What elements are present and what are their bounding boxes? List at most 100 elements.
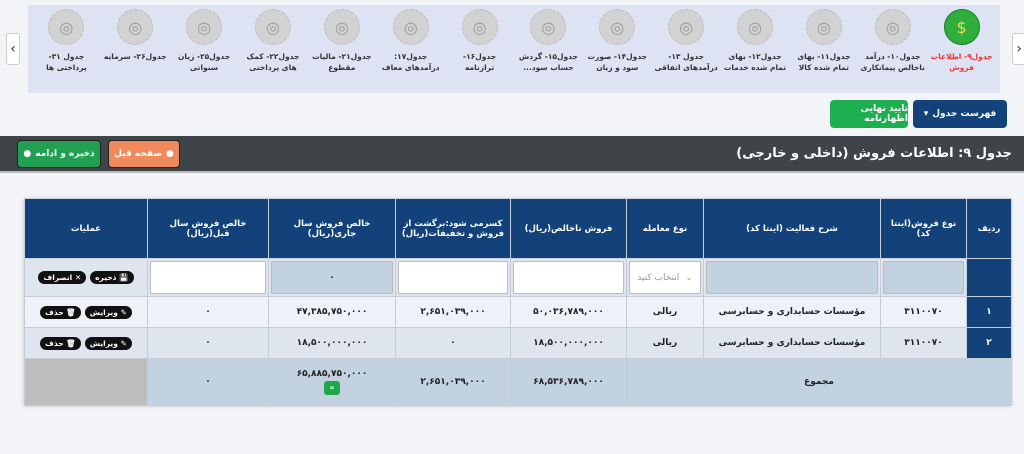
total-returns: ۲,۶۵۱,۰۳۹,۰۰۰ <box>395 358 511 406</box>
document-chart-icon: ◎ <box>874 9 911 45</box>
column-header: فروش ناخالص(ریال) <box>510 198 627 259</box>
cell-net: ۱۸,۵۰۰,۰۰۰,۰۰۰ <box>268 327 396 359</box>
cell-idx: ۱ <box>966 296 1012 328</box>
cell-gross: ۱۸,۵۰۰,۰۰۰,۰۰۰ <box>510 327 627 359</box>
total-gross: ۶۸,۵۳۶,۷۸۹,۰۰۰ <box>510 358 627 406</box>
chevron-down-icon: ⌄ <box>685 272 693 283</box>
table-list-dropdown[interactable]: فهرست جدول ▾ <box>913 100 1007 128</box>
chevron-double-up-icon[interactable]: » <box>324 381 340 395</box>
column-header: نوع معامله <box>626 198 704 259</box>
cell-desc: مؤسسات حسابداری و حسابرسی <box>703 327 881 359</box>
column-header: کسرمی شود:برگشت از فروش و تخفیفات(ریال) <box>395 198 511 259</box>
column-header: خالص فروش سال قبل(ریال) <box>147 198 269 259</box>
save-row-button[interactable]: 💾 ذخیره <box>90 271 134 284</box>
total-row: مجموع ۶۸,۵۳۶,۷۸۹,۰۰۰ ۲,۶۵۱,۰۳۹,۰۰۰ ۶۵,۸۸… <box>24 358 1012 406</box>
cancel-label: انصراف <box>43 273 73 282</box>
nav-item-label: جدول۱۶- ترازنامه <box>462 52 497 72</box>
sale-code-field <box>883 261 964 294</box>
nav-item-10[interactable]: ◎ جدول۲۱- مالیات مقطوع <box>307 5 376 93</box>
previous-net-input[interactable] <box>150 261 266 294</box>
nav-item-7[interactable]: ◎ جدول۱۵- گردش حساب سود... <box>514 5 583 93</box>
nav-item-label: جدول۱۵- گردش حساب سود... <box>518 52 578 72</box>
cell-code: ۳۱۱۰۰۷۰ <box>880 296 967 328</box>
cancel-row-button[interactable]: ✕ انصراف <box>38 271 87 284</box>
edit-label: ویرایش <box>89 338 118 348</box>
cell-gross: ۵۰,۰۳۶,۷۸۹,۰۰۰ <box>510 296 627 328</box>
nav-item-2[interactable]: ◎ جدول۱۰- درآمد ناخالص پیمانکاری <box>858 5 927 93</box>
loss-chart-icon: ◎ <box>186 9 223 45</box>
previous-page-button[interactable]: ● صفحه قبل <box>108 140 180 168</box>
nav-item-label: جدول۲۶- سرمایه <box>103 52 167 61</box>
nav-item-label: جدول۱۴- صورت سود و زیان <box>587 52 648 72</box>
payments-icon: ◎ <box>48 9 85 45</box>
sales-table-panel: ردیف نوع فروش(اینتا کد) شرح فعالیت (اینتا … <box>24 198 1012 406</box>
table-list-label: فهرست جدول <box>932 109 997 119</box>
current-net-field: ۰ <box>271 261 393 294</box>
nav-item-label: جدول۲۱- مالیات مقطوع <box>312 52 372 72</box>
nav-item-13[interactable]: ◎ جدول۲۶- سرمایه <box>101 5 170 93</box>
growth-money-icon: ◎ <box>392 9 429 45</box>
sales-table: ردیف نوع فروش(اینتا کد) شرح فعالیت (اینتا … <box>24 198 1012 406</box>
seller-icon: $ <box>943 9 980 45</box>
nav-item-8[interactable]: ◎ جدول۱۶- ترازنامه <box>445 5 514 93</box>
save-continue-button[interactable]: ذخیره و ادامه ● <box>17 140 101 168</box>
transaction-type-select[interactable]: ⌄ انتخاب کنید <box>629 261 701 294</box>
scroll-right-button[interactable]: › <box>1012 33 1024 65</box>
cell-returns: ۲,۶۵۱,۰۳۹,۰۰۰ <box>395 296 511 328</box>
money-award-icon: ◎ <box>254 9 291 45</box>
scroll-left-button[interactable]: ‹ <box>6 33 20 65</box>
new-row-form: ⌄ انتخاب کنید ۰ 💾 ذخیره✕ انصراف <box>24 258 1012 297</box>
edit-button[interactable]: ✎ ویرایش <box>84 305 132 319</box>
cell-type: ریالی <box>626 296 704 328</box>
total-prev: ۰ <box>147 358 269 406</box>
select-placeholder: انتخاب کنید <box>637 272 680 283</box>
cell-net: ۴۷,۳۸۵,۷۵۰,۰۰۰ <box>268 296 396 328</box>
column-header: نوع فروش(اینتا کد) <box>880 198 967 259</box>
bank-flow-icon: ◎ <box>530 9 567 45</box>
cell-idx: ۲ <box>966 327 1012 359</box>
building-hand-icon: ◎ <box>736 9 773 45</box>
cell-code: ۳۱۱۰۰۷۰ <box>880 327 967 359</box>
table-navigation-strip: $ جدول۹- اطلاعات فروش ◎ جدول۱۰- درآمد ناخال… <box>28 5 1000 93</box>
nav-item-5[interactable]: ◎ جدول ۱۳- درآمدهای اتفاقی <box>652 5 721 93</box>
nav-item-label: جدول ۱۳- درآمدهای اتفاقی <box>654 52 718 72</box>
page-title: جدول ۹: اطلاعات فروش (داخلی و خارجی) <box>736 146 1012 161</box>
nav-item-14[interactable]: ◎ جدول ۳۱- پرداختی ها <box>32 5 101 93</box>
arrow-left-circle-icon: ● <box>23 149 32 159</box>
save-continue-label: ذخیره و ادامه <box>35 149 95 159</box>
confirm-declaration-button[interactable]: تایید نهایی اظهارنامه <box>830 100 908 128</box>
nav-item-11[interactable]: ◎ جدول۲۲- کمک های پرداختی <box>239 5 308 93</box>
returns-input[interactable] <box>398 261 508 294</box>
nav-item-3[interactable]: ◎ جدول۱۱- بهای تمام شده کالا <box>789 5 858 93</box>
edit-label: ویرایش <box>89 307 118 317</box>
table-row: ۲ ۳۱۱۰۰۷۰ مؤسسات حسابداری و حسابرسی ریالی ۱۸… <box>24 327 1012 359</box>
nav-item-label: جدول۱۲- بهای تمام شده خدمات <box>723 52 787 72</box>
delete-button[interactable]: 🗑 حذف <box>40 336 81 350</box>
cell-prev: ۰ <box>147 296 269 328</box>
edit-button[interactable]: ✎ ویرایش <box>84 336 132 350</box>
gross-sales-input[interactable] <box>513 261 624 294</box>
caret-down-icon: ▾ <box>923 109 929 119</box>
balance-sheet-icon: ◎ <box>461 9 498 45</box>
nav-item-1[interactable]: $ جدول۹- اطلاعات فروش <box>927 5 996 93</box>
delete-button[interactable]: 🗑 حذف <box>40 305 81 319</box>
nav-item-9[interactable]: ◎ جدول۱۷: درآمدهای معاف <box>376 5 445 93</box>
nav-item-label: جدول ۳۱- پرداختی ها <box>46 52 87 72</box>
cell-returns: ۰ <box>395 327 511 359</box>
calculator-icon: ◎ <box>805 9 842 45</box>
row-index <box>966 258 1012 297</box>
column-header: عملیات <box>24 198 148 259</box>
nav-item-4[interactable]: ◎ جدول۱۲- بهای تمام شده خدمات <box>721 5 790 93</box>
column-header: ردیف <box>966 198 1012 259</box>
total-label: مجموع <box>626 358 1012 406</box>
column-header: شرح فعالیت (اینتا کد) <box>703 198 881 259</box>
nav-item-6[interactable]: ◎ جدول۱۴- صورت سود و زیان <box>583 5 652 93</box>
nav-item-label: جدول۹- اطلاعات فروش <box>930 52 993 72</box>
scale-icon: ◎ <box>599 9 636 45</box>
total-net: ۶۵,۸۸۵,۷۵۰,۰۰۰ <box>296 369 368 379</box>
nav-item-label: جدول۲۲- کمک های پرداختی <box>246 52 300 72</box>
nav-item-12[interactable]: ◎ جدول۲۵- زیان سنواتی <box>170 5 239 93</box>
total-net-cell: ۶۵,۸۸۵,۷۵۰,۰۰۰ » <box>268 358 396 406</box>
cell-desc: مؤسسات حسابداری و حسابرسی <box>703 296 881 328</box>
empty-cell <box>24 358 148 406</box>
